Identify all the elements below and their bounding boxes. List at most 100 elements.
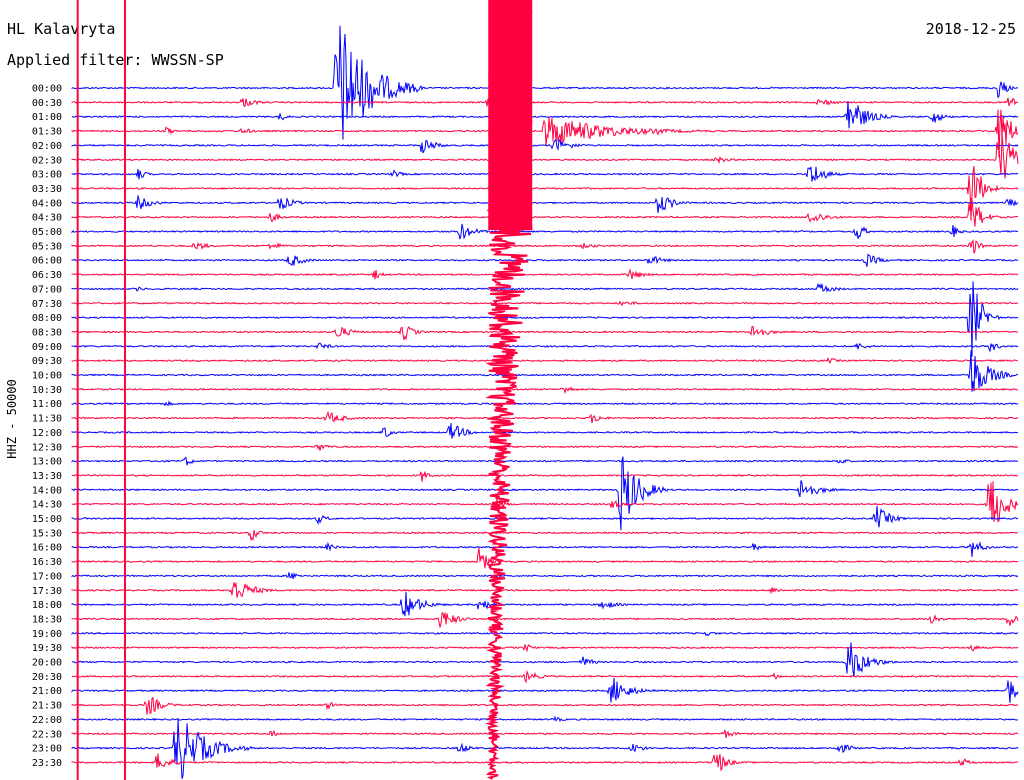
row-label: 11:30 (32, 414, 62, 425)
row-label: 11:00 (32, 399, 62, 410)
row-label: 09:00 (32, 342, 62, 353)
row-label: 00:00 (32, 84, 62, 95)
row-label: 19:30 (32, 643, 62, 654)
trace-row (72, 327, 1018, 340)
trace-row (72, 255, 1018, 267)
y-axis-label: HHZ - 50000 (5, 359, 19, 479)
trace-row (72, 270, 1018, 279)
trace-row (72, 166, 1018, 221)
row-label: 17:00 (32, 571, 62, 582)
row-label: 16:00 (32, 543, 62, 554)
trace-row (72, 98, 1018, 107)
trace-row (72, 133, 1018, 178)
row-label: 04:00 (32, 198, 62, 209)
trace-row (72, 26, 1018, 140)
trace-row (72, 281, 1018, 356)
row-label: 13:00 (32, 457, 62, 468)
row-label: 22:30 (32, 729, 62, 740)
trace-row (72, 672, 1018, 682)
trace-row (72, 343, 1018, 351)
trace-row (72, 350, 1018, 392)
trace-row (72, 572, 1018, 579)
row-label-group: 00:00 00:30 01:00 01:30 02:00 02:30 03:00 03:30… (32, 84, 62, 769)
row-label: 14:30 (32, 500, 62, 511)
trace-row (72, 548, 1018, 568)
trace-row (72, 582, 1018, 598)
row-label: 02:30 (32, 155, 62, 166)
trace-row (72, 195, 1018, 213)
row-label: 20:30 (32, 672, 62, 683)
trace-row (72, 481, 1018, 522)
saturated-signal-tail (488, 0, 532, 779)
row-label: 01:30 (32, 127, 62, 138)
trace-row (72, 388, 1018, 393)
trace-row (72, 613, 1018, 628)
row-label: 07:30 (32, 299, 62, 310)
row-label: 03:30 (32, 184, 62, 195)
row-label: 21:00 (32, 686, 62, 697)
trace-group (72, 0, 1018, 780)
row-label: 18:00 (32, 600, 62, 611)
row-label: 20:00 (32, 658, 62, 669)
trace-row (72, 717, 1018, 721)
row-label: 05:00 (32, 227, 62, 238)
trace-row (72, 718, 1018, 779)
row-label: 07:00 (32, 284, 62, 295)
trace-row (72, 167, 1018, 182)
trace-row (72, 753, 1018, 770)
row-label: 18:30 (32, 614, 62, 625)
trace-row (72, 530, 1018, 540)
trace-row (72, 592, 1018, 616)
trace-row (72, 198, 1018, 226)
row-label: 17:30 (32, 586, 62, 597)
row-label: 12:30 (32, 442, 62, 453)
row-label: 15:30 (32, 528, 62, 539)
trace-row (72, 284, 1018, 291)
row-label: 12:00 (32, 428, 62, 439)
trace-row (72, 730, 1018, 738)
row-label: 06:00 (32, 256, 62, 267)
trace-row (72, 678, 1018, 703)
row-label: 08:30 (32, 327, 62, 338)
row-label: 14:00 (32, 485, 62, 496)
trace-row (72, 224, 1018, 239)
trace-row (72, 358, 1018, 363)
filter-subtitle: Applied filter: WWSSN-SP (7, 51, 224, 69)
trace-row (72, 543, 1018, 557)
trace-row (72, 472, 1018, 482)
trace-row (72, 402, 1018, 406)
row-label: 21:30 (32, 701, 62, 712)
row-label: 00:30 (32, 98, 62, 109)
trace-row (72, 458, 1018, 466)
row-label: 09:30 (32, 356, 62, 367)
trace-row (72, 412, 1018, 423)
row-label: 04:30 (32, 213, 62, 224)
trace-row (72, 241, 1018, 254)
date-label: 2018-12-25 (926, 20, 1016, 38)
row-label: 01:00 (32, 112, 62, 123)
trace-row (72, 140, 1018, 153)
trace-row (72, 698, 1018, 715)
row-label: 23:30 (32, 758, 62, 769)
trace-row (72, 445, 1018, 451)
station-title: HL Kalavryta (7, 20, 115, 38)
row-label: 15:00 (32, 514, 62, 525)
trace-row (72, 643, 1018, 677)
trace-row (72, 633, 1018, 636)
row-label: 08:00 (32, 313, 62, 324)
row-label: 10:30 (32, 385, 62, 396)
row-label: 23:00 (32, 744, 62, 755)
trace-row (72, 302, 1018, 306)
row-label: 22:00 (32, 715, 62, 726)
row-label: 02:00 (32, 141, 62, 152)
row-label: 05:30 (32, 241, 62, 252)
trace-row (72, 506, 1018, 527)
row-label: 10:00 (32, 371, 62, 382)
row-label: 19:00 (32, 629, 62, 640)
row-label: 13:30 (32, 471, 62, 482)
trace-row (72, 645, 1018, 651)
trace-row (72, 101, 1018, 128)
row-label: 06:30 (32, 270, 62, 281)
trace-row (72, 423, 1018, 439)
